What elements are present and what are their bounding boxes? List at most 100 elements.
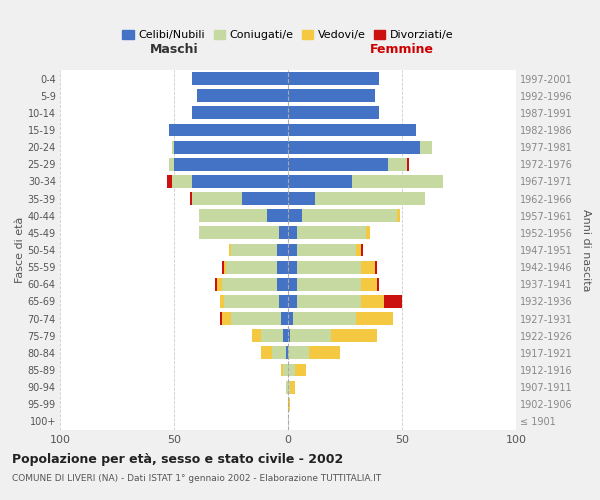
Bar bbox=[302, 210, 397, 222]
Bar bbox=[277, 260, 288, 274]
Bar bbox=[288, 398, 290, 410]
Bar bbox=[288, 90, 374, 102]
Bar bbox=[397, 210, 400, 222]
Bar bbox=[297, 278, 361, 290]
Bar bbox=[199, 226, 279, 239]
Bar bbox=[174, 140, 288, 153]
Bar bbox=[272, 346, 286, 360]
Bar bbox=[377, 278, 379, 290]
Bar bbox=[169, 158, 174, 170]
Y-axis label: Fasce di età: Fasce di età bbox=[14, 217, 25, 283]
Bar bbox=[242, 192, 288, 205]
Bar bbox=[316, 192, 425, 205]
Bar bbox=[277, 278, 288, 290]
Bar bbox=[288, 106, 379, 120]
Bar bbox=[215, 278, 217, 290]
Bar bbox=[288, 244, 297, 256]
Bar bbox=[361, 260, 374, 274]
Bar bbox=[288, 124, 416, 136]
Bar bbox=[288, 295, 297, 308]
Legend: Celibi/Nubili, Coniugati/e, Vedovi/e, Divorziati/e: Celibi/Nubili, Coniugati/e, Vedovi/e, Di… bbox=[118, 25, 458, 44]
Bar bbox=[231, 244, 277, 256]
Bar bbox=[283, 330, 288, 342]
Bar bbox=[288, 380, 290, 394]
Bar bbox=[192, 72, 288, 85]
Bar bbox=[268, 210, 288, 222]
Bar bbox=[361, 244, 363, 256]
Bar bbox=[361, 295, 384, 308]
Bar bbox=[361, 278, 377, 290]
Bar bbox=[308, 346, 340, 360]
Bar bbox=[260, 346, 272, 360]
Bar bbox=[356, 244, 361, 256]
Bar bbox=[169, 124, 288, 136]
Bar bbox=[224, 260, 226, 274]
Bar bbox=[297, 260, 361, 274]
Bar bbox=[288, 364, 295, 376]
Bar bbox=[283, 364, 288, 376]
Bar bbox=[226, 260, 277, 274]
Bar bbox=[365, 226, 370, 239]
Bar bbox=[172, 140, 174, 153]
Text: Maschi: Maschi bbox=[149, 42, 199, 56]
Bar bbox=[288, 312, 293, 325]
Bar bbox=[190, 192, 192, 205]
Bar bbox=[297, 295, 361, 308]
Bar bbox=[288, 175, 352, 188]
Bar bbox=[420, 140, 431, 153]
Y-axis label: Anni di nascita: Anni di nascita bbox=[581, 209, 592, 291]
Bar bbox=[281, 312, 288, 325]
Bar bbox=[222, 278, 277, 290]
Bar bbox=[217, 278, 222, 290]
Bar bbox=[407, 158, 409, 170]
Bar bbox=[297, 244, 356, 256]
Text: COMUNE DI LIVERI (NA) - Dati ISTAT 1° gennaio 2002 - Elaborazione TUTTITALIA.IT: COMUNE DI LIVERI (NA) - Dati ISTAT 1° ge… bbox=[12, 474, 381, 483]
Bar bbox=[277, 244, 288, 256]
Bar bbox=[199, 210, 268, 222]
Text: Popolazione per età, sesso e stato civile - 2002: Popolazione per età, sesso e stato civil… bbox=[12, 452, 343, 466]
Bar bbox=[172, 175, 192, 188]
Bar bbox=[374, 260, 377, 274]
Bar bbox=[279, 295, 288, 308]
Bar bbox=[288, 158, 388, 170]
Bar bbox=[286, 380, 288, 394]
Bar bbox=[279, 226, 288, 239]
Bar bbox=[220, 295, 224, 308]
Bar bbox=[288, 330, 290, 342]
Bar bbox=[288, 210, 302, 222]
Bar bbox=[288, 278, 297, 290]
Bar bbox=[288, 260, 297, 274]
Bar bbox=[197, 90, 288, 102]
Bar bbox=[222, 312, 231, 325]
Bar bbox=[288, 192, 316, 205]
Bar bbox=[290, 330, 331, 342]
Bar bbox=[384, 295, 402, 308]
Bar bbox=[288, 346, 308, 360]
Bar bbox=[229, 244, 231, 256]
Bar bbox=[192, 106, 288, 120]
Bar bbox=[220, 312, 222, 325]
Bar bbox=[356, 312, 393, 325]
Bar bbox=[281, 364, 283, 376]
Bar bbox=[192, 192, 242, 205]
Bar bbox=[297, 226, 365, 239]
Bar bbox=[288, 72, 379, 85]
Bar bbox=[222, 260, 224, 274]
Bar bbox=[167, 175, 172, 188]
Bar bbox=[251, 330, 260, 342]
Bar bbox=[288, 226, 297, 239]
Text: Femmine: Femmine bbox=[370, 42, 434, 56]
Bar bbox=[295, 364, 306, 376]
Bar bbox=[288, 140, 420, 153]
Bar bbox=[286, 346, 288, 360]
Bar bbox=[260, 330, 283, 342]
Bar bbox=[352, 175, 443, 188]
Bar bbox=[231, 312, 281, 325]
Bar bbox=[388, 158, 407, 170]
Bar bbox=[174, 158, 288, 170]
Bar bbox=[192, 175, 288, 188]
Bar bbox=[224, 295, 279, 308]
Bar bbox=[293, 312, 356, 325]
Bar bbox=[290, 380, 295, 394]
Bar bbox=[331, 330, 377, 342]
